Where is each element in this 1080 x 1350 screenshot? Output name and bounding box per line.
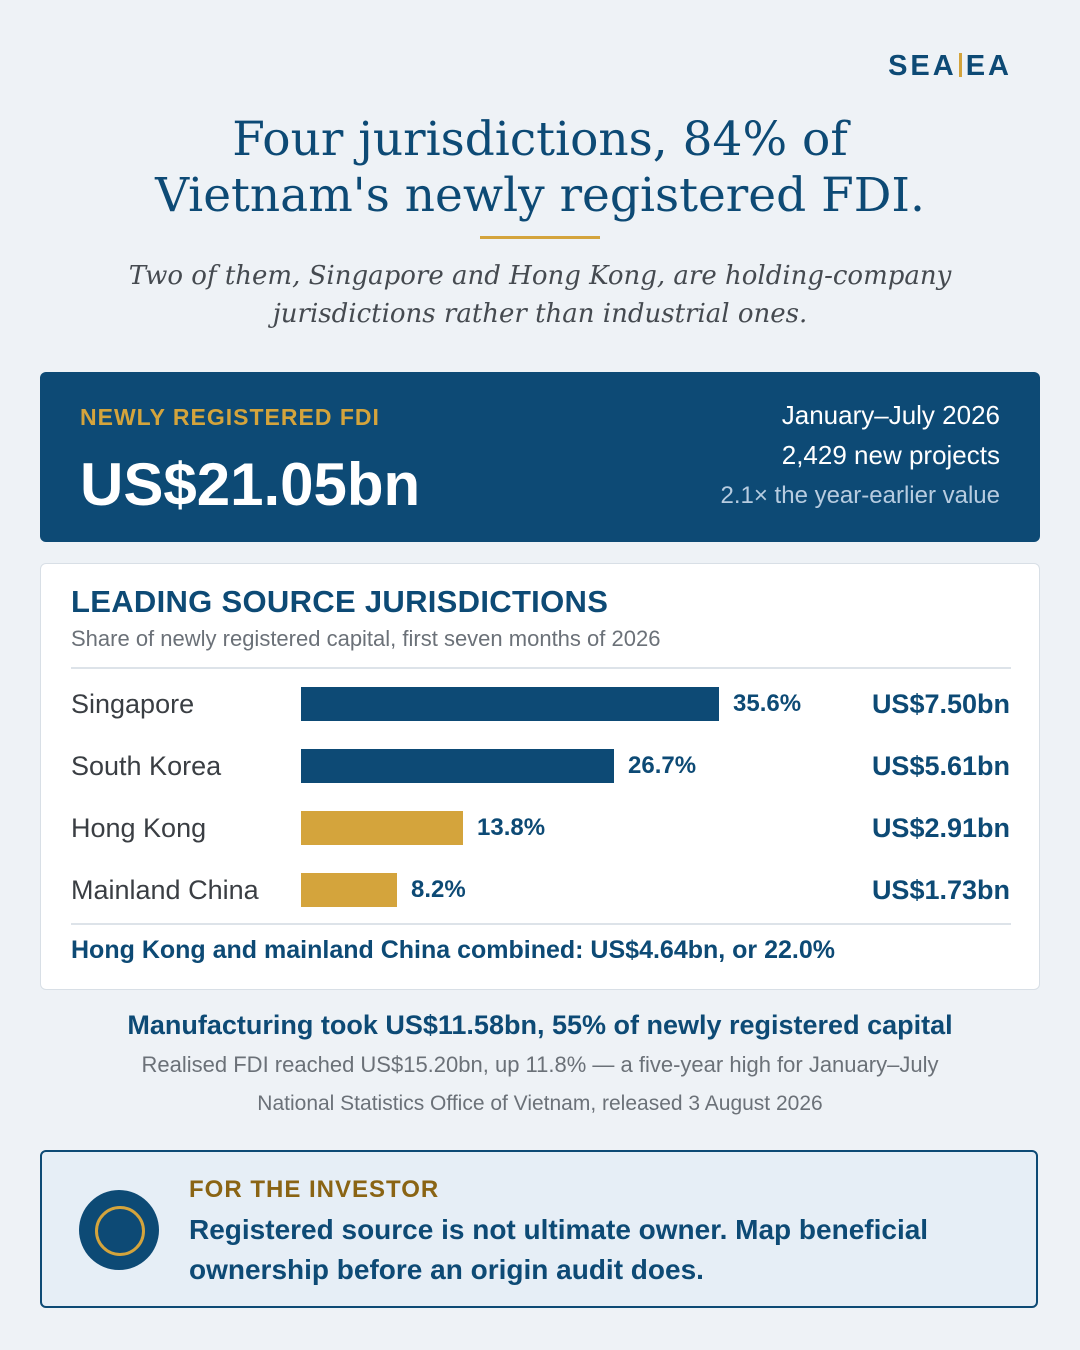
brand-logo-divider: [958, 53, 962, 77]
category-label: Singapore: [71, 689, 195, 719]
chart-subtitle: Share of newly registered capital, first…: [71, 626, 661, 651]
stat-value: US$21.05bn: [80, 451, 421, 518]
amount-label: US$5.61bn: [871, 751, 1010, 781]
chart-row: Hong Kong 13.8% US$2.91bn: [41, 811, 1039, 845]
summary-headline: Manufacturing took US$11.58bn, 55% of ne…: [127, 1010, 953, 1040]
bar-track: 13.8%: [301, 811, 741, 845]
brand-logo-right: EA: [965, 50, 1012, 82]
chart-title: LEADING SOURCE JURISDICTIONS: [71, 584, 609, 619]
page-subtitle-line-2: jurisdictions rather than industrial one…: [272, 299, 808, 329]
brand-logo-left: SEA: [888, 50, 957, 82]
investor-label: FOR THE INVESTOR: [189, 1176, 440, 1203]
stat-projects: 2,429 new projects: [781, 440, 1000, 470]
bar-track: 26.7%: [301, 749, 741, 783]
chart-row: Singapore 35.6% US$7.50bn: [41, 687, 1039, 721]
chart-row: Mainland China 8.2% US$1.73bn: [41, 873, 1039, 907]
title-underline: [480, 236, 600, 239]
bar: [301, 687, 719, 721]
amount-label: US$2.91bn: [871, 813, 1010, 843]
circle-icon-ring: [95, 1206, 145, 1256]
jurisdictions-chart-card: LEADING SOURCE JURISDICTIONS Share of ne…: [40, 563, 1040, 990]
source-note: National Statistics Office of Vietnam, r…: [257, 1092, 823, 1115]
chart-bottom-divider: [71, 923, 1011, 925]
bar-value-label: 26.7%: [628, 752, 697, 779]
headline-stat-panel: NEWLY REGISTERED FDI US$21.05bn January–…: [40, 372, 1040, 542]
category-label: Mainland China: [71, 875, 259, 905]
bar: [301, 811, 463, 845]
stat-label: NEWLY REGISTERED FDI: [80, 404, 380, 430]
bar: [301, 873, 397, 907]
bar-value-label: 35.6%: [733, 690, 802, 717]
investor-callout: FOR THE INVESTOR Registered source is no…: [40, 1150, 1038, 1308]
circle-icon: [79, 1190, 159, 1270]
page-title-line-1: Four jurisdictions, 84% of: [232, 112, 848, 167]
stat-period: January–July 2026: [781, 400, 1000, 430]
page-subtitle: Two of them, Singapore and Hong Kong, ar…: [0, 257, 1080, 333]
bar-value-label: 8.2%: [411, 876, 466, 903]
category-label: South Korea: [71, 751, 222, 781]
bar-track: 35.6%: [301, 687, 801, 721]
summary-detail: Realised FDI reached US$15.20bn, up 11.8…: [141, 1052, 939, 1077]
chart-footnote: Hong Kong and mainland China combined: U…: [71, 936, 835, 964]
chart-top-divider: [71, 667, 1011, 669]
page-title: Four jurisdictions, 84% of Vietnam's new…: [0, 112, 1080, 224]
category-label: Hong Kong: [71, 813, 207, 843]
bar: [301, 749, 614, 783]
chart-row: South Korea 26.7% US$5.61bn: [41, 749, 1039, 783]
amount-label: US$7.50bn: [871, 689, 1010, 719]
brand-logo: SEA EA: [888, 50, 1012, 83]
page-subtitle-line-1: Two of them, Singapore and Hong Kong, ar…: [128, 261, 952, 291]
page-title-line-2: Vietnam's newly registered FDI.: [155, 168, 925, 223]
stat-growth: 2.1× the year-earlier value: [720, 482, 1001, 509]
investor-text: Registered source is not ultimate owner.…: [189, 1214, 929, 1285]
amount-label: US$1.73bn: [871, 875, 1010, 905]
bar-value-label: 13.8%: [477, 814, 546, 841]
bar-track: 8.2%: [301, 873, 741, 907]
